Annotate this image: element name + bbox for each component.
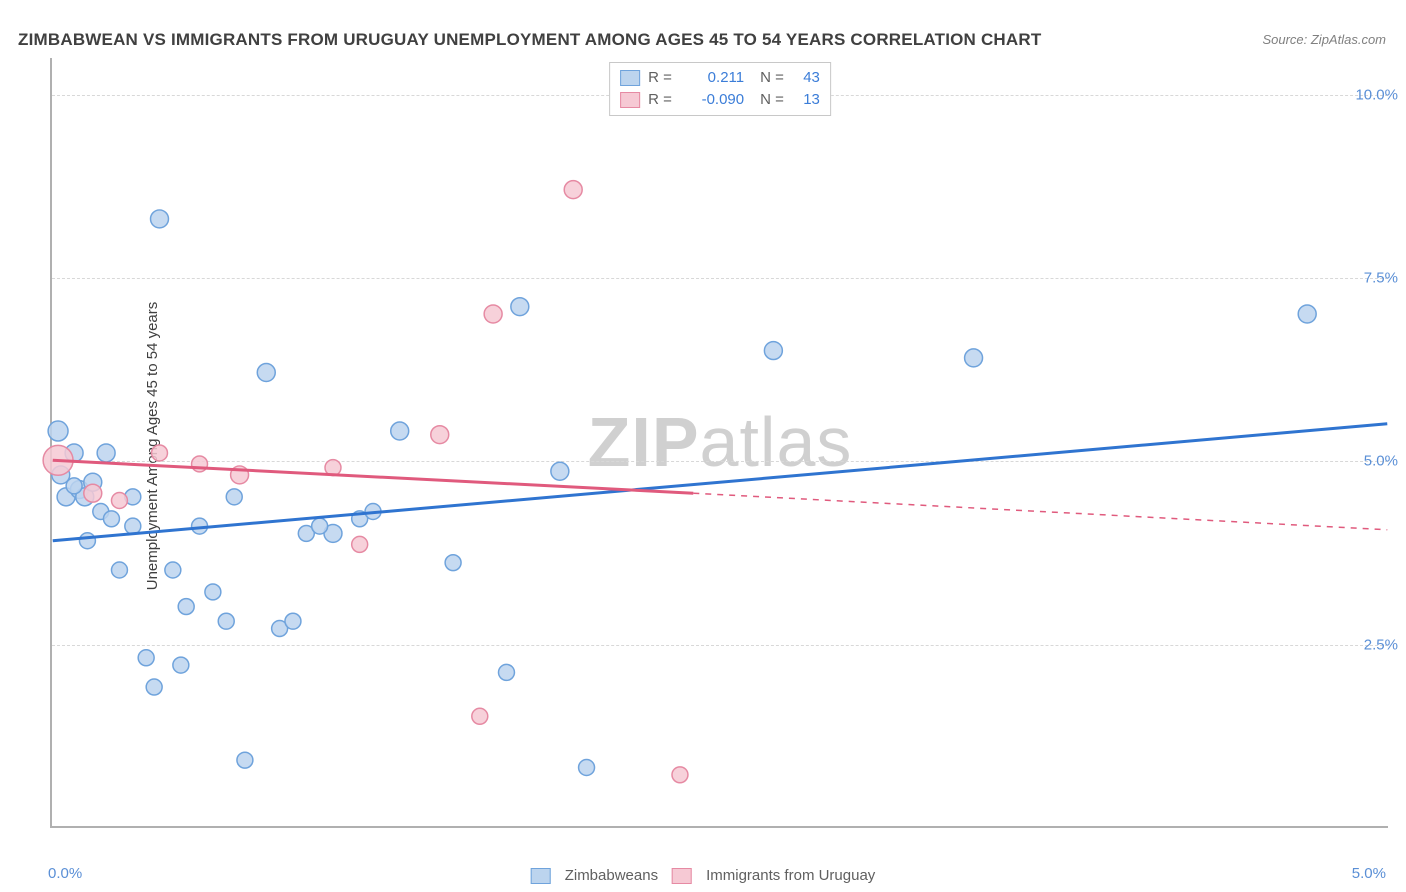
data-point bbox=[226, 489, 242, 505]
data-point bbox=[218, 613, 234, 629]
data-point bbox=[111, 493, 127, 509]
data-point bbox=[165, 562, 181, 578]
plot-area: ZIPatlas R = 0.211 N = 43 R = -0.090 N =… bbox=[50, 58, 1388, 828]
data-point bbox=[79, 533, 95, 549]
legend-row-series1: R = 0.211 N = 43 bbox=[620, 67, 820, 89]
data-point bbox=[579, 760, 595, 776]
series-legend: Zimbabweans Immigrants from Uruguay bbox=[531, 867, 876, 884]
data-point bbox=[445, 555, 461, 571]
data-point bbox=[111, 562, 127, 578]
data-point bbox=[237, 752, 253, 768]
data-point bbox=[257, 364, 275, 382]
data-point bbox=[498, 664, 514, 680]
n-value-series1: 43 bbox=[792, 67, 820, 89]
y-tick: 7.5% bbox=[1364, 270, 1398, 287]
source-attribution: Source: ZipAtlas.com bbox=[1262, 32, 1386, 47]
data-point bbox=[352, 536, 368, 552]
x-tick: 0.0% bbox=[48, 865, 82, 882]
data-point bbox=[146, 679, 162, 695]
data-point bbox=[764, 342, 782, 360]
y-tick: 2.5% bbox=[1364, 636, 1398, 653]
data-point bbox=[152, 445, 168, 461]
data-point bbox=[1298, 305, 1316, 323]
scatter-svg bbox=[52, 58, 1388, 826]
data-point bbox=[205, 584, 221, 600]
correlation-legend: R = 0.211 N = 43 R = -0.090 N = 13 bbox=[609, 62, 831, 116]
data-point bbox=[285, 613, 301, 629]
swatch-series1 bbox=[620, 70, 640, 86]
r-value-series2: -0.090 bbox=[684, 89, 744, 111]
chart-title: ZIMBABWEAN VS IMMIGRANTS FROM URUGUAY UN… bbox=[18, 30, 1041, 50]
data-point bbox=[151, 210, 169, 228]
data-point bbox=[178, 599, 194, 615]
data-point bbox=[97, 444, 115, 462]
data-point bbox=[484, 305, 502, 323]
data-point bbox=[103, 511, 119, 527]
data-point bbox=[125, 518, 141, 534]
data-point bbox=[391, 422, 409, 440]
data-point bbox=[564, 181, 582, 199]
data-point bbox=[431, 426, 449, 444]
data-point bbox=[48, 421, 68, 441]
data-point bbox=[173, 657, 189, 673]
n-value-series2: 13 bbox=[792, 89, 820, 111]
trend-line bbox=[53, 424, 1388, 541]
data-point bbox=[138, 650, 154, 666]
y-tick: 5.0% bbox=[1364, 453, 1398, 470]
correlation-chart: ZIMBABWEAN VS IMMIGRANTS FROM URUGUAY UN… bbox=[0, 0, 1406, 892]
data-point bbox=[84, 484, 102, 502]
trend-line bbox=[53, 460, 694, 493]
data-point bbox=[965, 349, 983, 367]
swatch-series2-bottom bbox=[672, 868, 692, 884]
swatch-series1-bottom bbox=[531, 868, 551, 884]
data-point bbox=[672, 767, 688, 783]
swatch-series2 bbox=[620, 92, 640, 108]
data-point bbox=[472, 708, 488, 724]
data-point bbox=[66, 478, 82, 494]
series1-label: Zimbabweans bbox=[565, 867, 658, 884]
series2-label: Immigrants from Uruguay bbox=[706, 867, 875, 884]
data-point bbox=[312, 518, 328, 534]
data-point bbox=[551, 462, 569, 480]
legend-row-series2: R = -0.090 N = 13 bbox=[620, 89, 820, 111]
r-value-series1: 0.211 bbox=[684, 67, 744, 89]
trend-line-extrapolated bbox=[693, 493, 1387, 530]
data-point bbox=[511, 298, 529, 316]
y-tick: 10.0% bbox=[1355, 86, 1398, 103]
x-tick: 5.0% bbox=[1352, 865, 1386, 882]
